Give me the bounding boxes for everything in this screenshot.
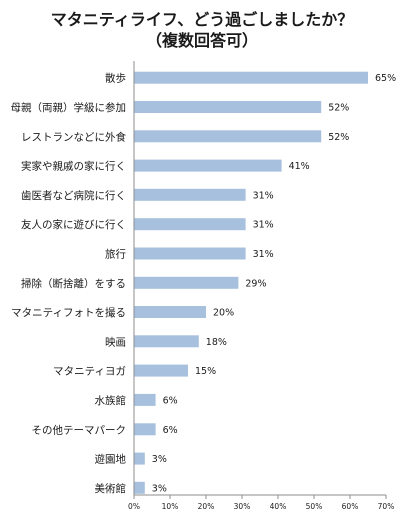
bar-1 [134,101,322,113]
value-labels-group: 65% 52% 52% 41% 31% 31% 31% 29% 20% 18% 15% 6% 6% 3% 3… [152,73,396,494]
category-label-14: 美術館 [95,482,127,495]
value-label-9: 18% [206,337,227,348]
x-tick-label-6: 60% [342,502,359,511]
bar-5 [134,218,246,231]
value-label-11: 6% [163,395,178,406]
category-label-9: 映画 [105,336,126,348]
bar-3 [134,159,282,172]
chart-title-line-1: マタニティライフ、どう過ごしましたか？ [51,10,353,29]
x-tick-label-0: 0% [128,502,140,511]
bar-11 [134,393,156,406]
value-label-5: 31% [253,220,274,231]
value-label-8: 20% [213,308,234,319]
bar-9 [134,335,199,348]
bar-14 [134,481,145,494]
category-label-0: 散歩 [105,72,126,85]
category-label-3: 実家や親戚の家に行く [21,160,126,173]
value-label-12: 6% [163,425,178,436]
chart-title-line-2: （複数回答可） [146,31,258,50]
bar-12 [134,423,156,436]
x-tick-label-1: 10% [162,502,179,511]
x-tick-label-5: 50% [306,502,323,511]
bar-13 [134,452,145,465]
x-tick-label-3: 30% [234,502,251,511]
bars-group [134,71,368,494]
category-label-4: 歯医者など病院に行く [21,189,126,202]
x-tick-label-4: 40% [270,502,287,511]
bar-0 [134,71,368,84]
bar-4 [134,188,246,201]
bar-6 [134,247,246,260]
category-label-2: レストランなどに外食 [21,130,126,143]
category-label-13: 遊園地 [95,453,127,466]
category-labels-group: 散歩母親（両親）学級に参加レストランなどに外食実家や親戚の家に行く歯医者など病院… [11,72,127,495]
value-label-0: 65% [375,73,396,84]
value-label-13: 3% [152,454,167,465]
value-label-2: 52% [328,132,349,143]
x-axis: 0% 10% 20% 30% 40% 50% 60% 70% [128,61,394,511]
value-label-4: 31% [253,190,274,201]
category-label-7: 掃除（断捨離）をする [21,277,126,290]
category-label-12: その他テーマパーク [32,423,127,436]
category-label-11: 水族館 [95,394,127,407]
x-tick-label-2: 20% [198,502,215,511]
bar-7 [134,276,239,289]
value-label-14: 3% [152,483,167,494]
x-tick-label-7: 70% [378,502,395,511]
bar-8 [134,306,206,318]
category-label-6: 旅行 [105,248,126,261]
category-label-8: マタニティフォトを撮る [11,306,126,319]
bar-10 [134,364,188,377]
bar-2 [134,130,322,143]
value-label-3: 41% [289,161,310,172]
value-label-10: 15% [195,366,216,377]
category-label-5: 友人の家に遊びに行く [21,218,126,231]
value-label-7: 29% [245,278,266,289]
category-label-10: マタニティヨガ [53,366,126,378]
value-label-1: 52% [328,103,349,114]
value-label-6: 31% [253,249,274,260]
category-label-1: 母親（両親）学級に参加 [11,101,127,114]
